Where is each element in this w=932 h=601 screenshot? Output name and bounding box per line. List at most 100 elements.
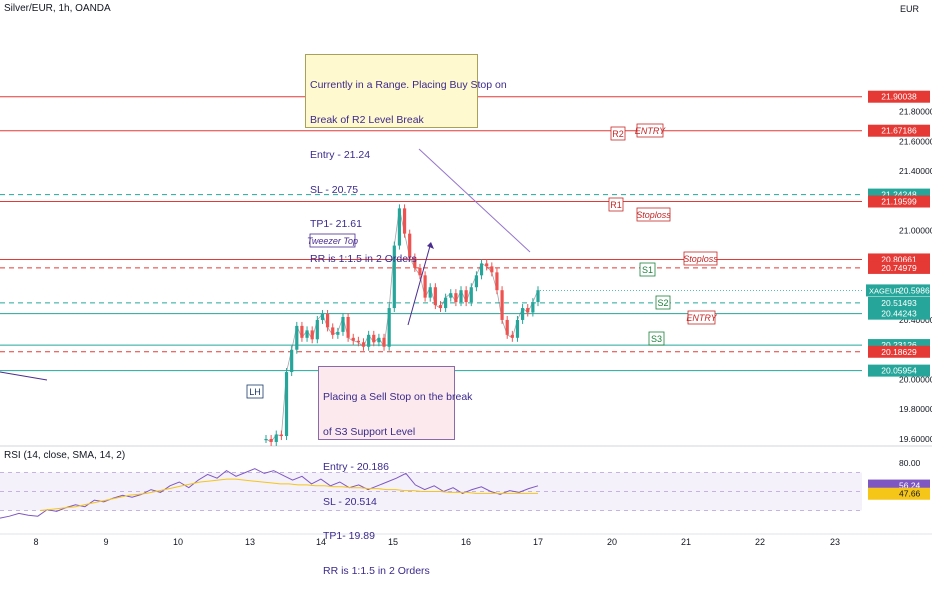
candle-body	[274, 434, 278, 442]
time-tick-label: 17	[533, 537, 543, 547]
level-tag	[868, 364, 930, 377]
price-tick-label: 19.80000	[899, 404, 932, 414]
note-line: Placing a Sell Stop on the break	[323, 391, 473, 404]
candle-body	[300, 325, 304, 338]
r1-box	[608, 197, 624, 212]
current-price-tag	[866, 284, 930, 297]
candle-body	[469, 287, 473, 303]
buy-stop-note[interactable]: Currently in a Range. Placing Buy Stop o…	[305, 54, 507, 265]
current-price-label: 20.59860	[899, 285, 932, 295]
time-tick-label: 15	[388, 537, 398, 547]
time-tick-label: 22	[755, 537, 765, 547]
r2-box	[610, 126, 626, 141]
entry-top-box	[636, 123, 664, 138]
rsi-header: RSI (14, close, SMA, 14, 2)	[4, 450, 126, 461]
time-tick-label: 10	[173, 537, 183, 547]
candle-body	[269, 439, 273, 442]
level-tag-label: 20.18629	[881, 347, 917, 357]
note-line: TP1- 21.61	[310, 218, 362, 231]
level-tag-label: 21.19599	[881, 197, 917, 207]
candle-body	[315, 319, 319, 340]
candle-body	[408, 233, 412, 258]
candle-body	[387, 308, 391, 347]
note-line: SL - 20.514	[323, 495, 377, 508]
candle-body	[505, 319, 509, 335]
candle-body	[392, 245, 396, 309]
candle-body	[454, 293, 458, 303]
tweezer-label: Tweezer Top	[307, 236, 358, 246]
candle-body	[510, 334, 514, 338]
price-tick-label: 20.40000	[899, 315, 932, 325]
tweezer-box	[309, 233, 356, 248]
level-tag-label: 20.80661	[881, 254, 917, 264]
price-tick-label: 21.80000	[899, 107, 932, 117]
candle-body	[290, 349, 294, 373]
candle-body	[397, 208, 402, 246]
candle-body	[418, 267, 422, 276]
candle-body	[356, 340, 360, 343]
rsi-ma-tag	[868, 487, 930, 500]
rsi-ma-line	[39, 478, 538, 511]
level-tag-label: 20.44243	[881, 309, 917, 319]
level-tag	[868, 195, 930, 208]
time-tick-label: 20	[607, 537, 617, 547]
candle-body	[284, 372, 289, 437]
note-line: SL - 20.75	[310, 183, 359, 196]
candle-body	[531, 302, 535, 313]
candle-body	[495, 272, 499, 291]
price-tick-label: 20.00000	[899, 374, 932, 384]
level-tag	[868, 253, 930, 266]
price-axis-panel	[864, 0, 932, 550]
rsi-axis-tick: 80.00	[899, 458, 921, 468]
stoploss-top-box	[636, 207, 671, 222]
s1-label: S1	[642, 265, 653, 275]
time-tick-label: 13	[245, 537, 255, 547]
candle-body	[526, 308, 530, 313]
candle-body	[515, 319, 520, 338]
time-tick-label: 14	[316, 537, 326, 547]
s2-box	[655, 295, 671, 310]
candle-body	[351, 337, 355, 341]
candle-body	[474, 275, 479, 288]
candle-body	[295, 325, 299, 350]
entry-bottom-label: ENTRY	[686, 313, 717, 323]
level-tag-label: 21.24248	[881, 190, 917, 200]
r1-label: R1	[610, 200, 622, 210]
candle-body	[372, 334, 376, 343]
candle-body	[305, 330, 309, 338]
candle-body	[433, 287, 437, 306]
time-tick-label: 23	[830, 537, 840, 547]
s3-box	[648, 331, 665, 346]
sell-stop-note[interactable]: Placing a Sell Stop on the break of S3 S…	[318, 366, 473, 577]
current-price-symbol: XAGEUR	[869, 286, 901, 295]
candle-body	[331, 327, 335, 335]
price-tick-label: 21.40000	[899, 166, 932, 176]
level-tag-label: 21.90038	[881, 92, 917, 102]
price-chart[interactable]: EUR 21.80000 21.60000 21.40000 21.00000 20.40…	[0, 0, 932, 550]
candle-body	[382, 337, 386, 347]
candle-body	[423, 275, 427, 298]
time-tick-label: 8	[33, 537, 38, 547]
chart-stage[interactable]: EUR 21.80000 21.60000 21.40000 21.00000 20.40…	[0, 0, 932, 577]
tweezer-arrow-head	[427, 242, 434, 249]
level-tag-label: 20.23126	[881, 340, 917, 350]
currency-label: EUR	[900, 4, 920, 14]
candle-body	[479, 263, 484, 276]
candle-body	[377, 337, 381, 343]
level-tag	[868, 261, 930, 274]
symbol-header: Silver/EUR, 1h, OANDA	[4, 3, 111, 14]
candle-body	[336, 331, 340, 335]
level-tag	[868, 345, 930, 358]
level-tag-label: 20.51493	[881, 298, 917, 308]
note-line: TP1- 19.89	[323, 530, 375, 543]
note-line: Entry - 20.186	[323, 460, 389, 473]
candle-body	[361, 342, 366, 347]
level-tag-label: 20.05954	[881, 366, 917, 376]
level-tag	[868, 307, 930, 320]
candle-body	[485, 263, 489, 267]
candle-body	[438, 305, 443, 309]
candle-body	[279, 434, 283, 437]
candle-body	[459, 290, 463, 303]
candle-body	[264, 439, 268, 441]
level-tag-label: 21.67186	[881, 126, 917, 136]
